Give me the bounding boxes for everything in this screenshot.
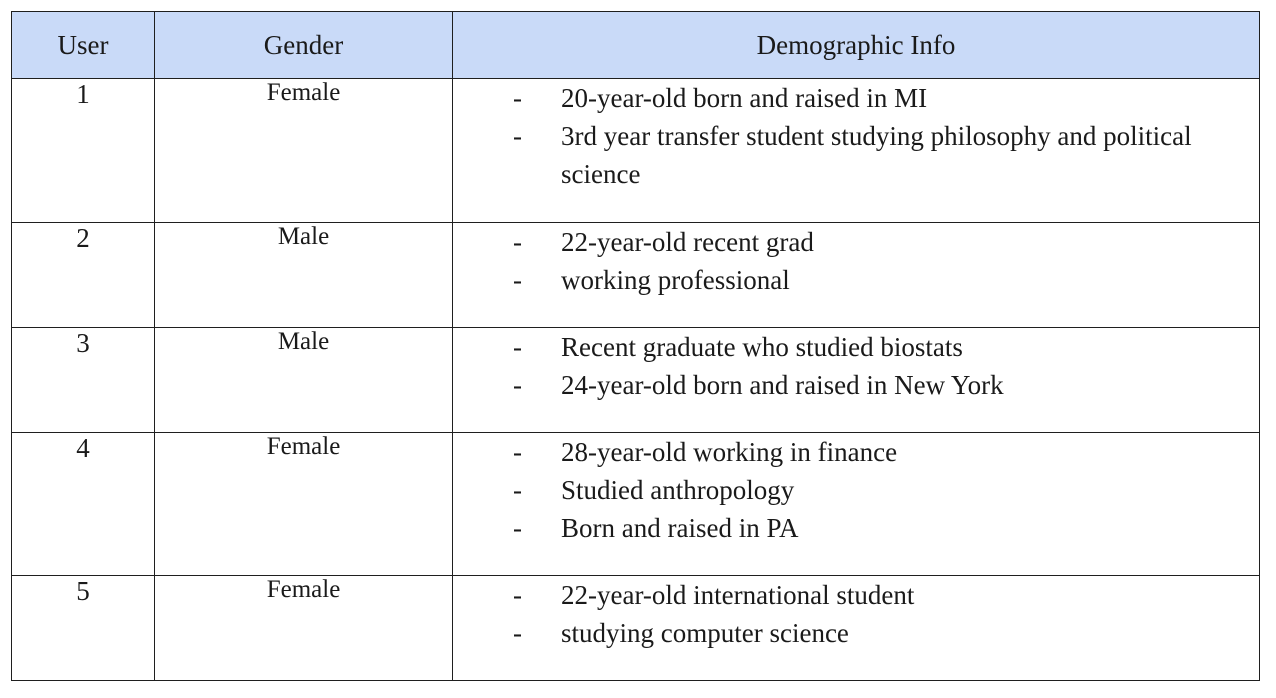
gender-cell: Female: [154, 575, 453, 681]
table-row: 1 Female - 20-year-old born and raised in…: [11, 78, 1260, 223]
table-header: User Gender Demographic Info: [11, 11, 1260, 79]
info-text: 24-year-old born and raised in New York: [561, 370, 1004, 400]
info-item: - 3rd year transfer student studying phil…: [453, 117, 1259, 193]
bullet-dash: -: [513, 618, 522, 648]
demographic-info-cell: - Recent graduate who studied biostats - 2…: [452, 327, 1260, 433]
bullet-dash: -: [513, 83, 522, 113]
info-list: - 20-year-old born and raised in MI - 3rd …: [453, 79, 1259, 193]
table-body: 1 Female - 20-year-old born and raised in…: [11, 78, 1260, 681]
gender-cell: Female: [154, 78, 453, 223]
bullet-dash: -: [513, 227, 522, 257]
info-text: Recent graduate who studied biostats: [561, 332, 963, 362]
info-item: - 20-year-old born and raised in MI: [453, 79, 1259, 117]
bullet-dash: -: [513, 437, 522, 467]
bullet-dash: -: [513, 332, 522, 362]
header-row: User Gender Demographic Info: [11, 11, 1260, 79]
info-text: 20-year-old born and raised in MI: [561, 83, 928, 113]
bullet-dash: -: [513, 121, 522, 151]
gender-cell: Male: [154, 222, 453, 328]
header-gender: Gender: [154, 11, 453, 79]
info-item: - Studied anthropology: [453, 471, 1259, 509]
info-item: - 28-year-old working in finance: [453, 433, 1259, 471]
demographics-table: User Gender Demographic Info 1 Female -2…: [11, 11, 1260, 681]
table-row: 5 Female - 22-year-old international stud…: [11, 575, 1260, 681]
table-row: 4 Female - 28-year-old working in finance…: [11, 432, 1260, 576]
info-item: - studying computer science: [453, 614, 1259, 652]
header-demographic-info: Demographic Info: [452, 11, 1260, 79]
gender-cell: Male: [154, 327, 453, 433]
info-list: - 22-year-old international student - stud…: [453, 576, 1259, 652]
info-item: - 22-year-old international student: [453, 576, 1259, 614]
info-list: - 22-year-old recent grad - working profes…: [453, 223, 1259, 299]
user-cell: 3: [11, 327, 155, 433]
user-cell: 5: [11, 575, 155, 681]
bullet-dash: -: [513, 580, 522, 610]
info-text: Studied anthropology: [561, 475, 795, 505]
info-text: 28-year-old working in finance: [561, 437, 898, 467]
info-list: - Recent graduate who studied biostats - 2…: [453, 328, 1259, 404]
demographic-info-cell: - 20-year-old born and raised in MI - 3rd …: [452, 78, 1260, 223]
table-row: 3 Male - Recent graduate who studied bios…: [11, 327, 1260, 433]
bullet-dash: -: [513, 370, 522, 400]
bullet-dash: -: [513, 513, 522, 543]
info-text: 3rd year transfer student studying philo…: [561, 121, 1192, 189]
info-item: - working professional: [453, 261, 1259, 299]
info-text: working professional: [561, 265, 790, 295]
user-cell: 2: [11, 222, 155, 328]
info-item: - Recent graduate who studied biostats: [453, 328, 1259, 366]
user-cell: 1: [11, 78, 155, 223]
info-text: 22-year-old recent grad: [561, 227, 814, 257]
demographic-info-cell: - 22-year-old international student - stud…: [452, 575, 1260, 681]
bullet-dash: -: [513, 265, 522, 295]
info-text: studying computer science: [561, 618, 849, 648]
table-row: 2 Male - 22-year-old recent grad - working…: [11, 222, 1260, 328]
demographic-info-cell: - 28-year-old working in finance - Studied…: [452, 432, 1260, 576]
info-item: - 22-year-old recent grad: [453, 223, 1259, 261]
info-text: Born and raised in PA: [561, 513, 799, 543]
user-cell: 4: [11, 432, 155, 576]
info-item: - Born and raised in PA: [453, 509, 1259, 547]
gender-cell: Female: [154, 432, 453, 576]
info-list: - 28-year-old working in finance - Studied…: [453, 433, 1259, 547]
info-text: 22-year-old international student: [561, 580, 915, 610]
bullet-dash: -: [513, 475, 522, 505]
info-item: - 24-year-old born and raised in New York: [453, 366, 1259, 404]
header-user: User: [11, 11, 155, 79]
demographic-info-cell: - 22-year-old recent grad - working profes…: [452, 222, 1260, 328]
